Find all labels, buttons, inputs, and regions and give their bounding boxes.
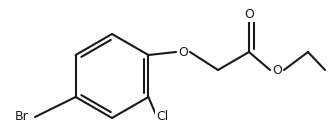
Text: O: O — [244, 7, 254, 21]
Text: Cl: Cl — [156, 111, 168, 124]
Text: O: O — [272, 63, 282, 76]
Text: O: O — [178, 46, 188, 59]
Text: Br: Br — [15, 111, 29, 124]
